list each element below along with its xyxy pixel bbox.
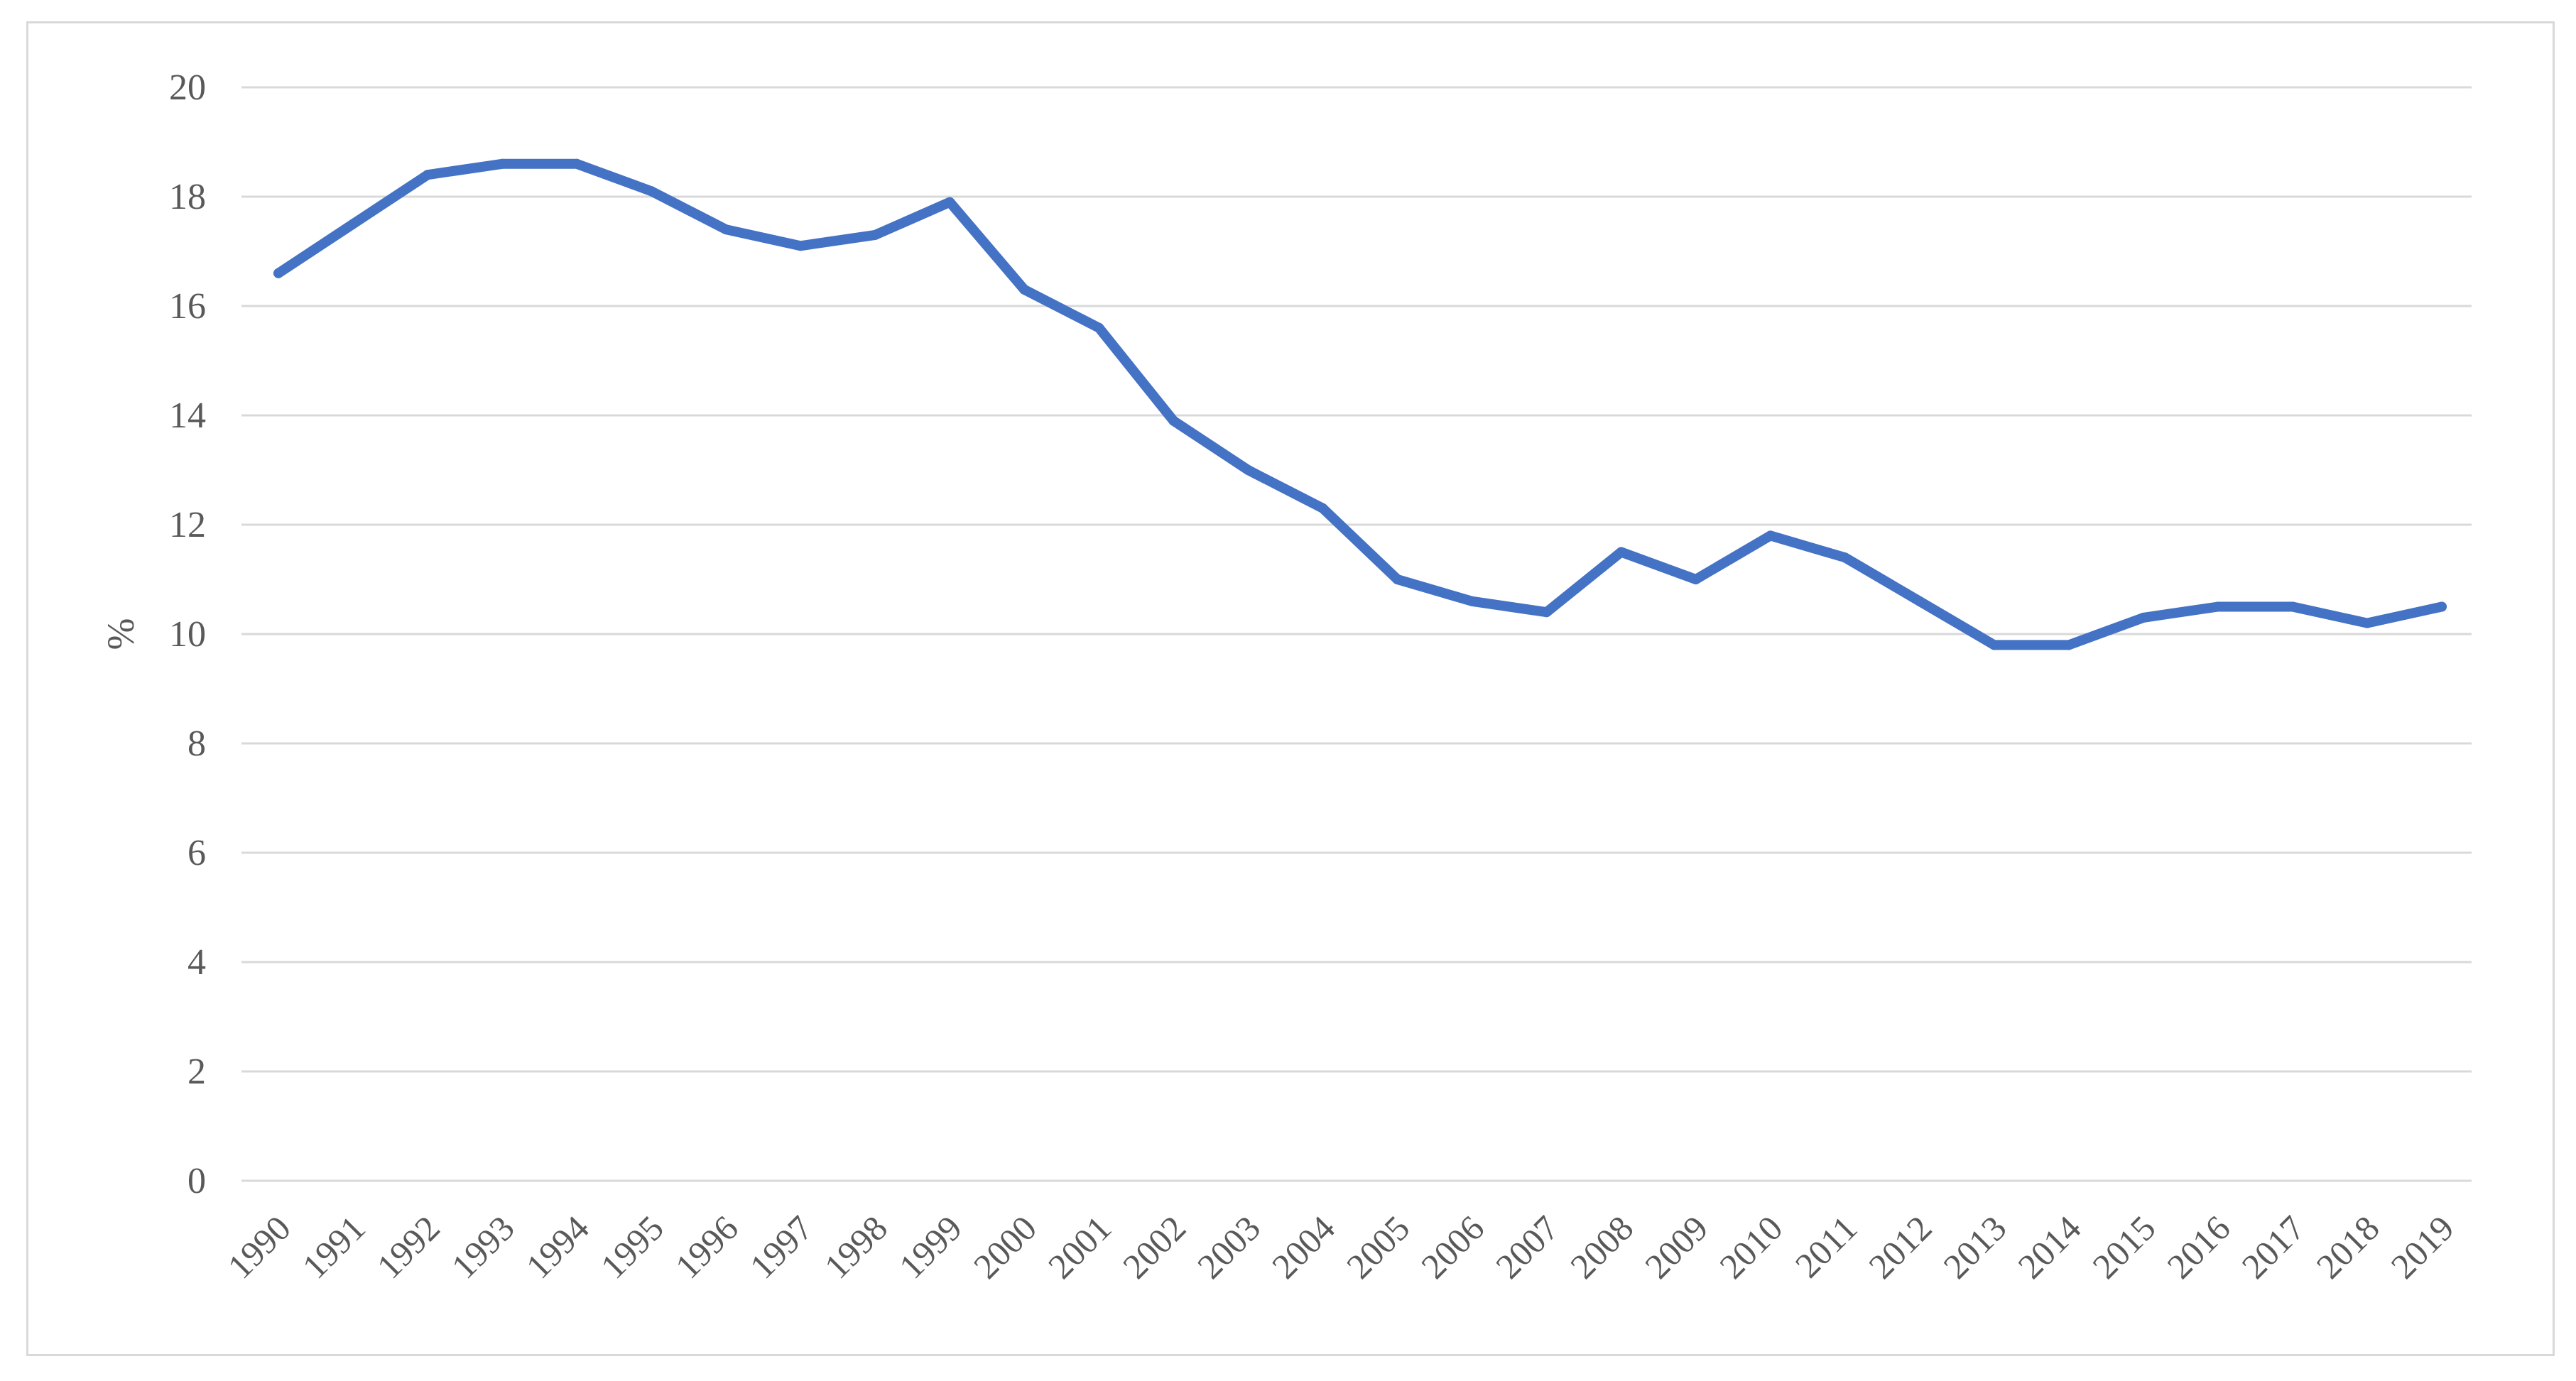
x-tick-label-2010: 2010	[1712, 1208, 1790, 1286]
series-layer	[273, 158, 2447, 650]
data-point-2007	[1541, 607, 1552, 618]
y-tick-label-16: 16	[169, 286, 206, 327]
x-tick-label-2002: 2002	[1115, 1208, 1193, 1286]
data-point-1998	[870, 229, 881, 240]
y-tick-label-12: 12	[169, 505, 206, 545]
data-point-2010	[1765, 530, 1776, 541]
data-point-1997	[795, 241, 806, 251]
x-tick-label-2001: 2001	[1040, 1208, 1119, 1286]
y-axis-label: %	[99, 618, 142, 650]
y-tick-label-10: 10	[169, 614, 206, 655]
data-point-2012	[1914, 596, 1925, 606]
y-tick-label-14: 14	[169, 395, 206, 436]
x-tick-label-2017: 2017	[2234, 1208, 2312, 1286]
data-point-1993	[497, 158, 508, 169]
x-tick-label-1991: 1991	[295, 1208, 373, 1286]
x-tick-label-1992: 1992	[369, 1208, 447, 1286]
data-point-2000	[1019, 284, 1030, 295]
data-point-2018	[2362, 618, 2372, 628]
data-point-2004	[1317, 503, 1328, 513]
data-point-2019	[2437, 601, 2447, 612]
y-tick-label-18: 18	[169, 177, 206, 217]
x-tick-label-2004: 2004	[1264, 1208, 1342, 1286]
data-point-2014	[2063, 640, 2074, 650]
y-tick-label-20: 20	[169, 67, 206, 108]
data-point-1994	[572, 158, 582, 169]
data-point-2016	[2212, 601, 2223, 612]
x-tick-label-2011: 2011	[1787, 1208, 1864, 1285]
data-point-2008	[1616, 547, 1626, 557]
x-tick-label-2015: 2015	[2085, 1208, 2163, 1286]
data-point-1996	[721, 224, 732, 235]
series-line-0	[273, 158, 2447, 650]
x-axis-ticks: 1990199119921993199419951996199719981999…	[219, 1208, 2461, 1286]
data-point-2011	[1839, 552, 1850, 563]
data-point-1992	[423, 170, 433, 180]
x-tick-label-2018: 2018	[2308, 1208, 2386, 1286]
x-tick-label-1998: 1998	[817, 1208, 895, 1286]
x-tick-label-2016: 2016	[2159, 1208, 2237, 1286]
x-tick-label-1997: 1997	[742, 1208, 820, 1286]
x-tick-label-2005: 2005	[1339, 1208, 1417, 1286]
data-point-2001	[1094, 322, 1104, 333]
y-tick-label-8: 8	[188, 724, 206, 764]
x-tick-label-2019: 2019	[2383, 1208, 2461, 1286]
data-point-2013	[1989, 640, 1999, 650]
data-point-1990	[273, 268, 283, 278]
y-tick-label-6: 6	[188, 833, 206, 873]
data-point-2003	[1243, 465, 1254, 475]
x-tick-label-2007: 2007	[1488, 1208, 1566, 1286]
x-tick-label-1990: 1990	[219, 1208, 298, 1286]
x-tick-label-1995: 1995	[593, 1208, 671, 1286]
x-tick-label-2012: 2012	[1861, 1208, 1939, 1286]
data-point-1991	[348, 219, 359, 229]
x-tick-label-2013: 2013	[1935, 1208, 2013, 1286]
data-point-2002	[1168, 415, 1179, 426]
data-point-1995	[646, 186, 657, 197]
y-tick-label-0: 0	[188, 1161, 206, 1201]
gridlines	[241, 86, 2472, 1182]
x-tick-label-2006: 2006	[1413, 1208, 1491, 1286]
data-point-2006	[1467, 596, 1477, 606]
data-point-2009	[1690, 574, 1701, 584]
x-tick-label-1996: 1996	[668, 1208, 746, 1286]
y-tick-label-2: 2	[188, 1052, 206, 1092]
x-tick-label-2014: 2014	[2010, 1208, 2088, 1286]
x-tick-label-1994: 1994	[518, 1208, 597, 1286]
data-point-2017	[2287, 601, 2298, 612]
x-tick-label-2009: 2009	[1637, 1208, 1715, 1286]
y-axis-ticks: 0 2 4 6 8 10 12 14 16 18 20	[169, 67, 206, 1201]
data-point-2015	[2138, 612, 2148, 623]
x-tick-label-2008: 2008	[1563, 1208, 1641, 1286]
chart-frame: 0 2 4 6 8 10 12 14 16 18 20 1990 1991 1992 1993 1994 19…	[26, 21, 2555, 1356]
x-tick-label-1999: 1999	[891, 1208, 969, 1286]
data-point-1999	[945, 197, 955, 207]
y-tick-label-4: 4	[188, 942, 206, 983]
x-tick-label-2003: 2003	[1190, 1208, 1268, 1286]
x-tick-label-2000: 2000	[966, 1208, 1044, 1286]
x-tick-label-1993: 1993	[444, 1208, 522, 1286]
data-point-2005	[1392, 574, 1403, 584]
